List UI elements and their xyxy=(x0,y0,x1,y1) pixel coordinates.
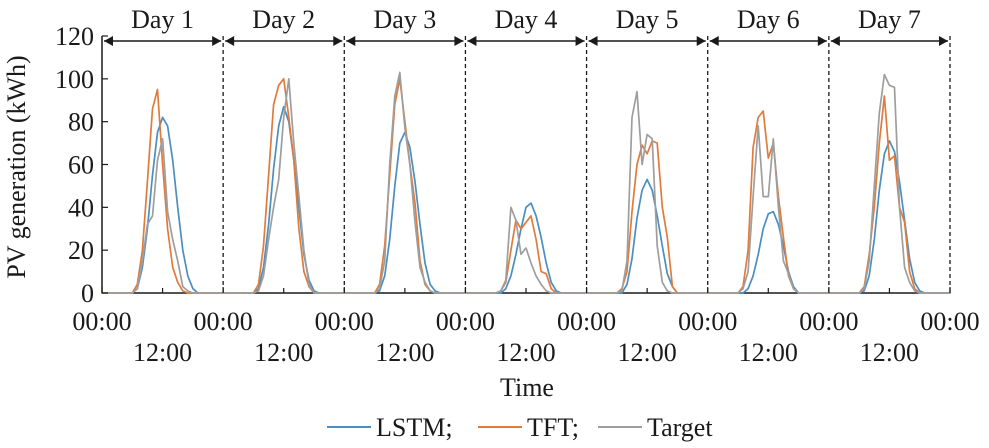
axis-ticks: 0 20 40 60 80 100 120 00:00 00:00 00:00 00:00 00:00… xyxy=(55,22,980,367)
series-line-lstm xyxy=(828,140,951,294)
day-label: Day 6 xyxy=(737,5,800,34)
series-line-tft xyxy=(343,77,467,294)
arrow-head-left-icon xyxy=(588,36,598,46)
series-line-tft xyxy=(464,215,588,294)
day-markers: Day 1 Day 2 Day 3 Day 4 Day 5 Day 6 Day 7 xyxy=(104,2,951,293)
x-tick-label-midnight: 00:00 xyxy=(194,307,253,336)
x-tick-label-midnight: 00:00 xyxy=(72,307,131,336)
grid-layer xyxy=(101,36,950,294)
legend: LSTM; TFT; Target xyxy=(327,413,713,442)
day-label: Day 2 xyxy=(252,5,315,34)
series-line-lstm xyxy=(706,210,830,294)
x-tick-label-noon: 12:00 xyxy=(496,338,555,367)
arrow-head-right-icon xyxy=(817,36,827,46)
x-tick-label-noon: 12:00 xyxy=(618,338,677,367)
series-line-target xyxy=(828,73,951,294)
series-layer xyxy=(101,71,951,294)
arrow-head-right-icon xyxy=(333,36,343,46)
arrow-head-right-icon xyxy=(939,36,948,46)
series-line-target xyxy=(222,77,346,294)
arrow-head-left-icon xyxy=(225,36,235,46)
day-label: Day 3 xyxy=(373,5,436,34)
legend-label: LSTM; xyxy=(376,413,453,442)
day-label: Day 7 xyxy=(858,5,921,34)
y-tick-label: 40 xyxy=(68,193,94,222)
x-tick-label-midnight: 00:00 xyxy=(315,307,374,336)
y-tick-label: 100 xyxy=(55,65,94,94)
series-line-tft xyxy=(706,110,830,294)
y-tick-label: 120 xyxy=(55,22,94,51)
day-label-bg xyxy=(731,2,806,34)
x-tick-label-noon: 12:00 xyxy=(254,338,313,367)
legend-label: TFT; xyxy=(527,413,579,442)
arrow-head-left-icon xyxy=(346,36,356,46)
x-tick-label-midnight: 00:00 xyxy=(557,307,616,336)
series-line-target xyxy=(464,206,588,294)
arrow-head-right-icon xyxy=(575,36,585,46)
series-line-lstm xyxy=(222,105,346,294)
x-tick-label-midnight: 00:00 xyxy=(436,307,495,336)
day-label-bg xyxy=(246,2,321,34)
arrow-head-right-icon xyxy=(454,36,464,46)
x-axis-title: Time xyxy=(500,373,554,402)
day-label: Day 5 xyxy=(616,5,679,34)
day-label-bg xyxy=(610,2,685,34)
series-line-target xyxy=(706,125,830,294)
series-line-tft xyxy=(585,140,709,294)
x-tick-label-midnight: 00:00 xyxy=(678,307,737,336)
day-label: Day 1 xyxy=(131,5,194,34)
x-tick-label-midnight: 00:00 xyxy=(799,307,858,336)
arrow-head-right-icon xyxy=(696,36,706,46)
arrow-head-left-icon xyxy=(709,36,719,46)
x-tick-label-noon: 12:00 xyxy=(860,338,919,367)
arrow-head-left-icon xyxy=(467,36,477,46)
x-tick-label-midnight: 00:00 xyxy=(920,307,979,336)
day-label-bg xyxy=(125,2,200,34)
y-tick-label: 60 xyxy=(68,151,94,180)
y-tick-label: 80 xyxy=(68,108,94,137)
day-label-bg xyxy=(489,2,563,34)
series-line-lstm xyxy=(343,131,467,294)
x-tick-label-noon: 12:00 xyxy=(133,338,192,367)
y-axis-title: PV generation (kWh) xyxy=(2,55,31,278)
series-line-lstm xyxy=(585,178,709,294)
x-tick-label-noon: 12:00 xyxy=(375,338,434,367)
x-tick-label-noon: 12:00 xyxy=(739,338,798,367)
day-label: Day 4 xyxy=(495,5,558,34)
legend-label: Target xyxy=(647,413,713,442)
y-tick-label: 0 xyxy=(81,279,94,308)
arrow-head-left-icon xyxy=(104,36,113,46)
day-label-bg xyxy=(367,2,442,34)
y-tick-label: 20 xyxy=(68,236,94,265)
arrow-head-right-icon xyxy=(212,36,222,46)
series-line-target xyxy=(101,137,224,294)
day-label-bg xyxy=(852,2,927,34)
arrow-head-left-icon xyxy=(830,36,840,46)
series-line-target xyxy=(343,71,467,294)
series-line-tft xyxy=(828,95,951,294)
series-line-target xyxy=(585,90,709,294)
